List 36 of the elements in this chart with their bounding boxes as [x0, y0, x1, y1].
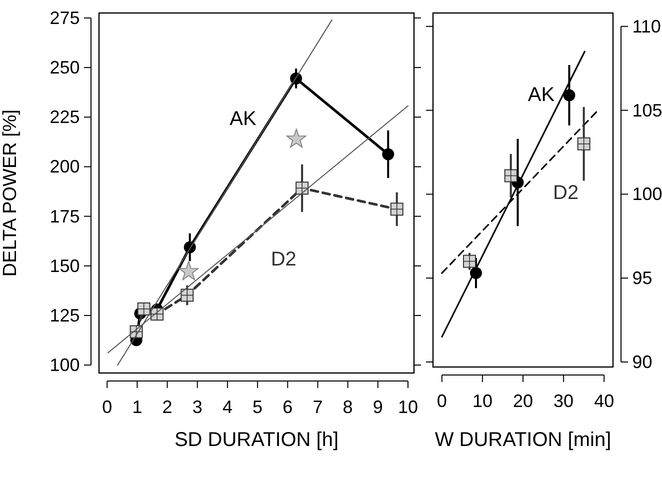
x-tick-label: 9 [372, 397, 383, 417]
x-axis-title: SD DURATION [h] [174, 429, 339, 451]
series-label: D2 [270, 248, 296, 271]
y-tick-label: 90 [632, 352, 652, 372]
x-tick-label: 7 [312, 397, 323, 417]
y-tick-label: 100 [50, 355, 80, 376]
y-tick-label: 110 [632, 16, 661, 36]
y-tick-label: 100 [632, 184, 662, 204]
y-tick-label: 175 [50, 206, 80, 226]
y-tick-label: 275 [50, 8, 80, 28]
y-tick-label: 125 [50, 305, 80, 326]
x-tick-label: 4 [222, 397, 232, 417]
x-tick-label: 30 [554, 391, 574, 411]
y-tick-label: 200 [50, 156, 80, 177]
x-tick-label: 2 [162, 397, 172, 417]
x-tick-label: 6 [282, 397, 293, 417]
series-label: AK [528, 84, 556, 106]
x-tick-label: 5 [252, 397, 263, 417]
x-tick-label: 40 [594, 391, 614, 411]
y-tick-label: 105 [632, 100, 662, 120]
x-tick-label: 8 [342, 397, 353, 417]
x-axis-title: W DURATION [min] [434, 429, 612, 451]
x-tick-label: 10 [398, 397, 418, 417]
y-axis-title: DELTA POWER [%] [0, 109, 21, 277]
series-label: AK [230, 108, 257, 130]
x-tick-label: 0 [436, 391, 447, 411]
y-tick-label: 95 [632, 268, 652, 288]
x-tick-label: 10 [472, 391, 492, 411]
x-tick-label: 3 [192, 397, 202, 417]
y-tick-label: 150 [50, 256, 80, 276]
x-tick-label: 1 [132, 397, 142, 417]
x-tick-label: 0 [102, 397, 112, 417]
x-tick-label: 20 [512, 391, 534, 411]
y-tick-label: 250 [50, 58, 80, 78]
y-tick-label: 225 [50, 107, 80, 128]
series-label: D2 [553, 182, 579, 204]
